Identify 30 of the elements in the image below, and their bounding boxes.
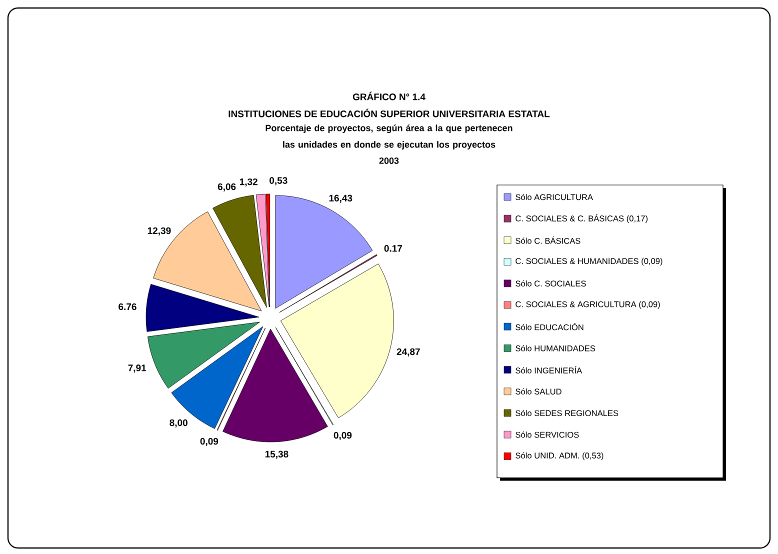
legend-label: Sólo SALUD: [516, 388, 562, 394]
data-label: 15,38: [265, 450, 288, 459]
text: Porcentaje de proyectos, según área a la que pertenecen las unidades en donde se ejecutan los proyectos: [266, 124, 512, 150]
legend-label: Sólo INGENIERÍA: [516, 366, 582, 374]
data-label: 1,32: [240, 178, 258, 187]
data-label: 0.17: [384, 245, 402, 252]
legend-label: Sólo C. SOCIALES: [516, 280, 586, 286]
legend-label: Sólo AGRICULTURA: [516, 194, 593, 200]
chart-title: GRÁFICO N° 1.4: [352, 92, 426, 100]
legend-label: Sólo C. BÁSICAS: [516, 236, 580, 244]
data-label: 7,91: [128, 364, 146, 373]
data-label: 0,09: [334, 432, 352, 440]
data-label: 6.76: [118, 303, 136, 310]
text: 2003: [379, 158, 399, 164]
data-label: 16,43: [329, 194, 352, 203]
legend-label: C. SOCIALES & C. BÁSICAS (0,17): [516, 214, 648, 224]
legend-label: Sólo EDUCACIÓN: [516, 322, 584, 330]
data-label: 0,53: [270, 177, 288, 186]
data-label: 8,00: [170, 419, 188, 428]
legend-label: C. SOCIALES & AGRICULTURA (0,09): [516, 301, 660, 309]
data-label: 0,09: [200, 438, 218, 446]
legend-label: C. SOCIALES & HUMANIDADES (0,09): [516, 258, 662, 266]
legend-label: Sólo SEDES REGIONALES: [516, 410, 618, 416]
legend-label: Sólo HUMANIDADES: [516, 345, 596, 352]
data-label: 6,06: [218, 183, 236, 192]
chart-subtitle: INSTITUCIONES DE EDUCACIÓN SUPERIOR UNIVERSITARIA ESTATAL: [228, 108, 550, 118]
legend-label: Sólo UNID. ADM. (0,53): [516, 452, 604, 460]
legend-label: Sólo SERVICIOS: [516, 432, 579, 438]
data-label: 12,39: [148, 227, 171, 236]
data-label: 24,87: [396, 348, 420, 356]
